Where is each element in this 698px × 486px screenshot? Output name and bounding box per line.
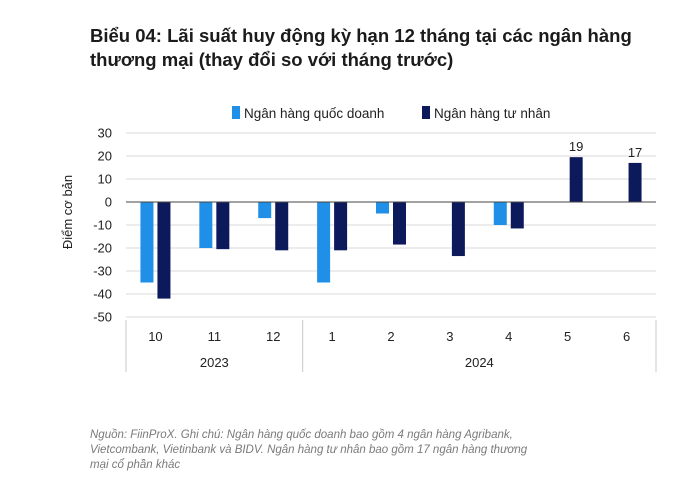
- x-tick-label: 1: [328, 329, 335, 344]
- data-labels: 19 17: [569, 139, 642, 160]
- x-tick-label: 6: [623, 329, 630, 344]
- source-note-line3: mại cổ phần khác: [90, 459, 181, 471]
- source-note: Nguồn: FiinProX. Ghi chú: Ngân hàng quốc…: [90, 428, 650, 473]
- bar: [510, 202, 524, 229]
- x-tick-label: 11: [208, 329, 222, 344]
- chart-title-line2: thương mại (thay đổi so với tháng trước): [90, 49, 454, 70]
- bar: [334, 202, 348, 251]
- data-label: 17: [628, 145, 642, 160]
- y-tick-label: 20: [98, 149, 112, 164]
- x-tick-label: 4: [505, 329, 512, 344]
- x-tick-label: 10: [148, 329, 162, 344]
- bar: [258, 202, 272, 219]
- data-label: 19: [569, 139, 583, 154]
- chart-title-line1: Biểu 04: Lãi suất huy động kỳ hạn 12 thá…: [90, 25, 632, 46]
- y-tick-label: -10: [93, 218, 112, 233]
- y-axis-ticks: 30 20 10 0 -10 -20 -30 -40 -50: [93, 126, 112, 325]
- bar: [140, 202, 154, 283]
- bar: [275, 202, 289, 251]
- y-tick-label: 0: [105, 195, 112, 210]
- bar: [376, 202, 389, 214]
- legend-swatch: [232, 106, 240, 119]
- bar: [393, 202, 406, 245]
- source-note-line2: Vietcombank, Vietinbank và BIDV. Ngân hà…: [90, 444, 528, 456]
- gridlines: [126, 132, 656, 318]
- y-axis-label: Điểm cơ bản: [60, 175, 75, 249]
- y-tick-label: -30: [93, 264, 112, 279]
- y-tick-label: 10: [98, 172, 112, 187]
- x-tick-label: 2: [387, 329, 394, 344]
- bar: [216, 202, 230, 250]
- bar: [451, 202, 465, 257]
- bar: [199, 202, 213, 248]
- x-tick-label: 12: [266, 329, 280, 344]
- y-tick-label: -20: [93, 241, 112, 256]
- y-tick-label: -50: [93, 310, 112, 325]
- bar: [628, 162, 642, 202]
- legend-label: Ngân hàng tư nhân: [434, 106, 550, 121]
- x-group-label: 2024: [465, 355, 494, 370]
- y-tick-label: 30: [98, 126, 112, 141]
- source-note-line1: Nguồn: FiinProX. Ghi chú: Ngân hàng quốc…: [90, 429, 513, 441]
- x-tick-label: 3: [446, 329, 453, 344]
- bar: [493, 202, 507, 225]
- legend: Ngân hàng quốc doanh Ngân hàng tư nhân: [232, 106, 550, 121]
- bar: [157, 202, 171, 299]
- y-tick-label: -40: [93, 287, 112, 302]
- bar: [569, 157, 583, 202]
- legend-label: Ngân hàng quốc doanh: [244, 106, 384, 121]
- bar: [317, 202, 331, 283]
- bars: [140, 157, 642, 299]
- chart-title: Biểu 04: Lãi suất huy động kỳ hạn 12 thá…: [90, 24, 680, 72]
- legend-swatch: [422, 106, 430, 119]
- x-group-label: 2023: [200, 355, 229, 370]
- x-tick-label: 5: [564, 329, 571, 344]
